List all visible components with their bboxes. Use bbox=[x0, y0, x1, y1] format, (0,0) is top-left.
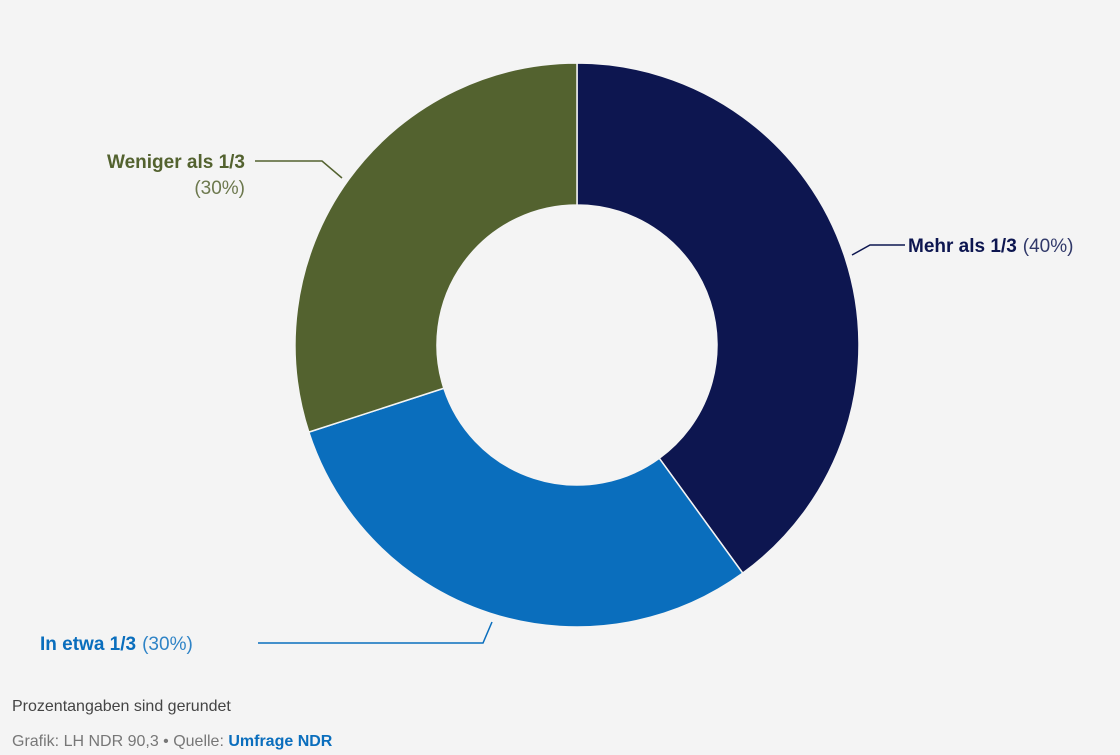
slice-label-0: Mehr als 1/3 (40%) bbox=[908, 236, 1073, 257]
slice-label-value-0: (40%) bbox=[1023, 236, 1074, 257]
slice-label-value-1: (30%) bbox=[142, 634, 193, 655]
slice-0 bbox=[576, 62, 860, 575]
slice-2 bbox=[294, 62, 578, 434]
rounding-note: Prozentangaben sind gerundet bbox=[12, 698, 231, 715]
slice-label-name-0: Mehr als 1/3 bbox=[908, 236, 1017, 257]
slice-label-2: Weniger als 1/3 (30%) bbox=[107, 152, 245, 199]
slice-label-name-1: In etwa 1/3 bbox=[40, 634, 136, 655]
source-credit: Grafik: LH NDR 90,3 • Quelle: Umfrage ND… bbox=[12, 733, 332, 751]
donut-svg: Mehr als 1/3 (40%)In etwa 1/3 (30%)Weniger… bbox=[40, 62, 1073, 655]
slice-1 bbox=[307, 387, 744, 628]
credit-source[interactable]: Umfrage NDR bbox=[228, 733, 333, 750]
leader-line-0 bbox=[851, 244, 905, 256]
slice-label-value-2: (30%) bbox=[194, 178, 245, 199]
leader-line-2 bbox=[255, 160, 343, 179]
slice-label-1: In etwa 1/3 (30%) bbox=[40, 634, 193, 655]
leader-line-1 bbox=[258, 621, 493, 644]
credit-prefix: Grafik: LH NDR 90,3 • Quelle: bbox=[12, 733, 229, 750]
slice-label-name-2: Weniger als 1/3 bbox=[107, 152, 245, 173]
